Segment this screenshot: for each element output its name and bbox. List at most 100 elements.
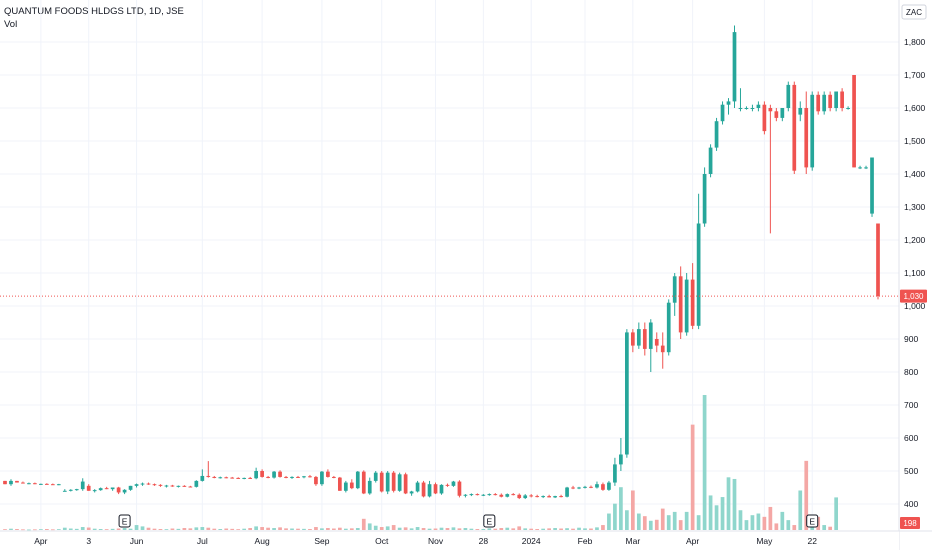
volume-bar (469, 528, 474, 530)
volume-bar (589, 528, 593, 530)
volume-bar (254, 526, 258, 530)
price-tick-label: 500 (904, 466, 918, 476)
candle-body (511, 494, 516, 496)
time-tick-label: Mar (626, 536, 641, 546)
volume-bar (565, 528, 569, 530)
volume-bar (553, 528, 557, 530)
currency-badge-label: ZAC (906, 8, 922, 17)
volume-bar (601, 525, 605, 530)
time-axis[interactable]: Apr 3 Jun Jul Aug Sep Oct Nov 28 2024 Feb Mar Apr May… (0, 530, 932, 550)
event-marker-label: E (486, 517, 492, 527)
candle-body (487, 494, 492, 496)
candle-body (158, 484, 163, 486)
time-tick-label: Nov (428, 536, 444, 546)
candle-body (320, 471, 324, 485)
candle-body (774, 111, 779, 118)
volume-bar (541, 528, 546, 530)
candle-body (308, 476, 312, 478)
volume-bar (762, 516, 767, 530)
volume-bar (457, 528, 462, 530)
volume-bar (104, 529, 109, 530)
volume-bar (170, 528, 175, 530)
candle-body (176, 485, 181, 487)
volume-bar (128, 528, 133, 530)
volume-bar (367, 523, 372, 530)
candle-body (361, 471, 366, 494)
candle-body (858, 167, 862, 169)
candle-body (92, 490, 97, 492)
volume-bar (278, 527, 282, 530)
candle-body (469, 494, 474, 496)
candle-body (607, 482, 611, 490)
volume-bar (648, 520, 653, 530)
candle-body (750, 108, 755, 109)
candle-body (642, 329, 647, 349)
currency-badge: ZAC (901, 4, 927, 20)
candle-body (738, 108, 743, 109)
candle-body (104, 488, 109, 490)
volume-bar (116, 528, 121, 530)
price-tick-label: 1,300 (904, 202, 926, 212)
candle-body (499, 494, 504, 497)
candle-body (80, 481, 85, 490)
volume-bars (3, 395, 838, 531)
candle-body (200, 475, 205, 481)
volume-bar (373, 525, 378, 530)
candle-body (254, 471, 258, 479)
price-tick-label: 700 (904, 400, 918, 410)
volume-bar (439, 527, 444, 530)
time-tick-label: Aug (255, 536, 270, 546)
volume-bar (326, 528, 330, 530)
candle-body (481, 494, 486, 496)
candle-body (224, 477, 229, 479)
volume-bar (110, 528, 115, 530)
volume-bar (50, 529, 55, 531)
volume-bar (499, 528, 504, 530)
candle-body (457, 481, 462, 496)
candle-body (15, 480, 19, 483)
candle-body (648, 322, 653, 349)
price-candles (3, 25, 880, 500)
volume-bar (200, 527, 205, 530)
volume-bar (511, 528, 516, 530)
price-tick-label: 1,800 (904, 37, 926, 47)
volume-bar (337, 527, 342, 530)
volume-bar (308, 529, 312, 530)
candle-body (110, 487, 115, 490)
volume-badge-box (900, 517, 920, 529)
candle-body (756, 104, 761, 108)
volume-bar (397, 527, 402, 530)
event-marker-box (483, 514, 496, 528)
volume-bar (134, 525, 139, 530)
volume-bar (98, 529, 103, 530)
volume-bar (421, 528, 426, 530)
candle-body (140, 483, 145, 485)
volume-bar (62, 527, 67, 530)
candle-body (720, 104, 725, 122)
volume-bar (188, 528, 193, 530)
volume-bar (242, 528, 247, 530)
candle-body (349, 482, 354, 489)
volume-bar (21, 529, 25, 531)
price-axis[interactable]: 400 500 600 700 800 900 1,000 1,100 1,200 1,300 1,… (898, 0, 932, 550)
time-axis-background (0, 531, 899, 550)
price-tick-label: 600 (904, 433, 918, 443)
time-tick-label: May (756, 536, 773, 546)
volume-bar (284, 528, 288, 530)
time-tick-label: Oct (375, 536, 389, 546)
candle-body (553, 496, 557, 498)
volume-bar (613, 503, 617, 530)
candle-body (780, 108, 785, 118)
candle-body (433, 484, 438, 494)
volume-bar (349, 528, 354, 530)
candle-body (445, 484, 450, 486)
volume-bar (720, 497, 725, 530)
candle-body (475, 494, 480, 496)
volume-bar (409, 528, 414, 530)
volume-bar (523, 528, 528, 530)
volume-bar (332, 528, 336, 530)
candle-body (272, 471, 276, 478)
price-tick-label: 900 (904, 334, 918, 344)
candle-body (559, 496, 563, 498)
